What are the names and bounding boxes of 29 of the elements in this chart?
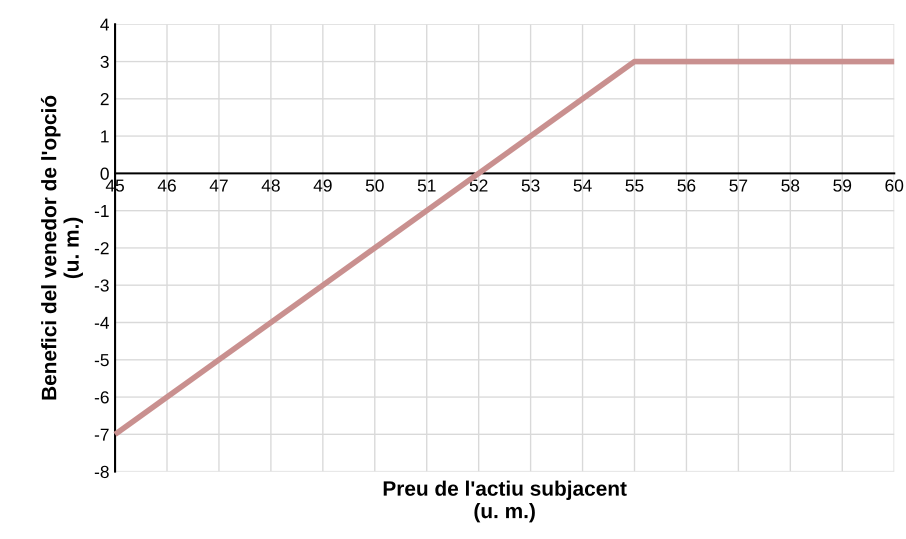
y-tick-label: -7 xyxy=(94,428,109,441)
x-tick-label: 47 xyxy=(210,180,228,192)
x-tick-label: 46 xyxy=(158,179,176,192)
y-tick-label: -2 xyxy=(94,242,109,254)
y-tick-label: 3 xyxy=(100,56,109,68)
y-tick-label: 4 xyxy=(100,18,109,31)
y-tick-label: 2 xyxy=(100,92,109,106)
y-tick-label: 0 xyxy=(100,168,109,180)
x-tick-label: 55 xyxy=(626,180,644,192)
x-axis-title: Preu de l'actiu subjacent (u. m.) xyxy=(384,480,627,522)
y-axis-title: Benefici del venedor de l'opció (u. m.) xyxy=(40,96,83,400)
x-tick-label: 60 xyxy=(885,179,904,192)
x-tick-label: 59 xyxy=(833,179,852,192)
y-tick-label: -5 xyxy=(94,354,109,366)
y-tick-label: -8 xyxy=(94,466,109,478)
y-tick-label: 1 xyxy=(101,130,109,142)
x-tick-label: 56 xyxy=(677,179,696,192)
y-tick-label: -4 xyxy=(94,316,109,329)
y-tick-label: -3 xyxy=(94,279,109,292)
x-tick-label: 49 xyxy=(314,179,332,192)
x-tick-label: 50 xyxy=(366,179,384,192)
y-tick-label: -1 xyxy=(94,205,109,217)
x-tick-label: 53 xyxy=(522,179,540,192)
x-tick-label: 58 xyxy=(781,179,800,192)
y-tick-label: -6 xyxy=(94,391,109,404)
x-tick-label: 54 xyxy=(574,180,592,192)
x-tick-label: 48 xyxy=(262,179,280,192)
x-tick-label: 57 xyxy=(729,180,748,192)
x-tick-label: 51 xyxy=(418,180,436,192)
